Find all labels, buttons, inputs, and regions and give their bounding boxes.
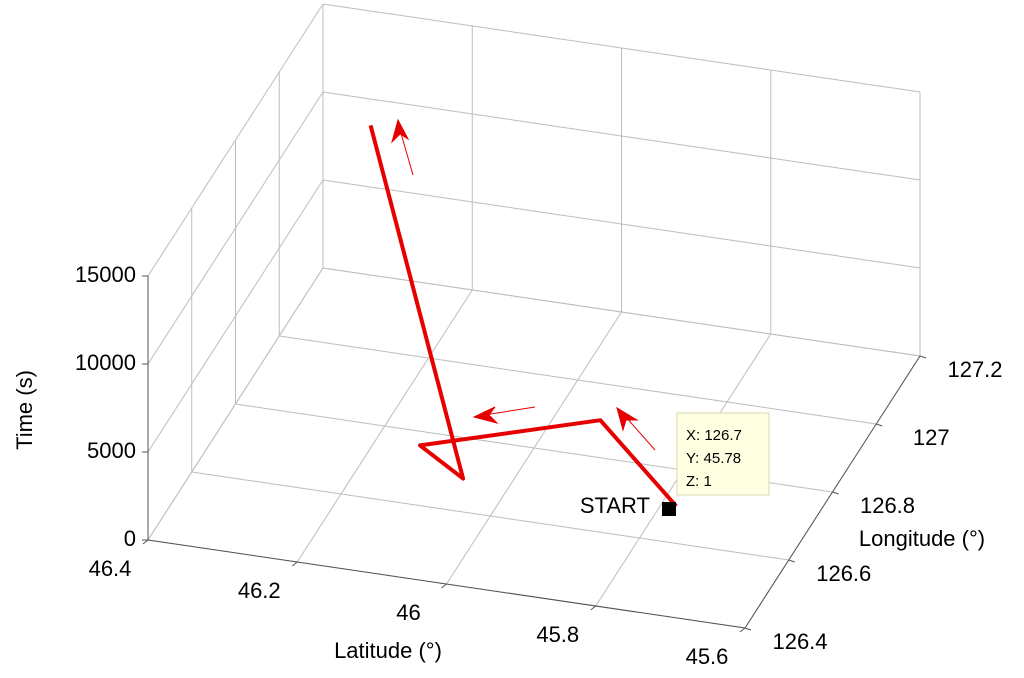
- grid-line: [322, 3, 921, 93]
- tick-mark: [739, 627, 746, 633]
- y-tick-label: 45.6: [686, 644, 729, 669]
- arrow-head: [472, 406, 499, 424]
- z-tick-label: 10000: [75, 350, 136, 375]
- grid-line: [147, 179, 324, 453]
- tick-mark: [142, 539, 149, 545]
- z-tick-label: 5000: [87, 438, 136, 463]
- x-tick-label: 126.6: [816, 561, 871, 586]
- datatip-box: [676, 412, 770, 496]
- grid-line: [322, 91, 921, 181]
- datatip-text: Z: 1: [686, 473, 712, 490]
- z-axis-label: Time (s): [12, 370, 37, 450]
- grid-line: [322, 179, 921, 269]
- grid-line: [191, 471, 789, 561]
- grid-line: [279, 335, 877, 425]
- grid-line: [147, 91, 324, 365]
- grid-line: [147, 267, 324, 541]
- arrow-head: [391, 118, 410, 144]
- tick-mark: [832, 491, 839, 495]
- data-layer: [368, 124, 678, 508]
- z-tick-label: 0: [124, 526, 136, 551]
- trajectory-line: [368, 124, 678, 508]
- tick-mark: [744, 627, 752, 631]
- x-tick-label: 126.8: [860, 493, 915, 518]
- z-tick-label: 15000: [75, 262, 136, 287]
- tick-mark: [876, 423, 883, 427]
- datatip: X: 126.7 Y: 45.78 Z: 1: [676, 412, 770, 496]
- grid-line: [322, 267, 921, 357]
- tick-mark: [291, 561, 298, 567]
- arrow: [399, 129, 414, 176]
- y-tick-label: 46: [396, 600, 420, 625]
- start-label: START: [580, 493, 650, 518]
- y-tick-label: 45.8: [536, 622, 579, 647]
- x-axis-label: Longitude (°): [859, 526, 985, 551]
- grid-line: [147, 3, 324, 277]
- y-axis-label: Latitude (°): [334, 638, 442, 663]
- arrow: [624, 415, 656, 451]
- datatip-text: X: 126.7: [686, 427, 742, 444]
- grid-layer: [142, 3, 927, 633]
- arrow: [483, 406, 536, 416]
- x-tick-label: 127.2: [947, 357, 1002, 382]
- direction-arrows: [391, 118, 656, 451]
- tick-mark: [788, 559, 795, 563]
- y-tick-label: 46.4: [89, 556, 132, 581]
- arrow-head: [616, 406, 639, 432]
- datatip-text: Y: 45.78: [686, 450, 741, 467]
- x-tick-label: 127: [913, 425, 950, 450]
- tick-mark: [590, 605, 597, 611]
- y-tick-label: 46.2: [238, 578, 281, 603]
- x-tick-label: 126.4: [772, 629, 827, 654]
- tick-mark: [919, 355, 927, 359]
- start-marker: [662, 502, 676, 516]
- tick-mark: [441, 583, 447, 589]
